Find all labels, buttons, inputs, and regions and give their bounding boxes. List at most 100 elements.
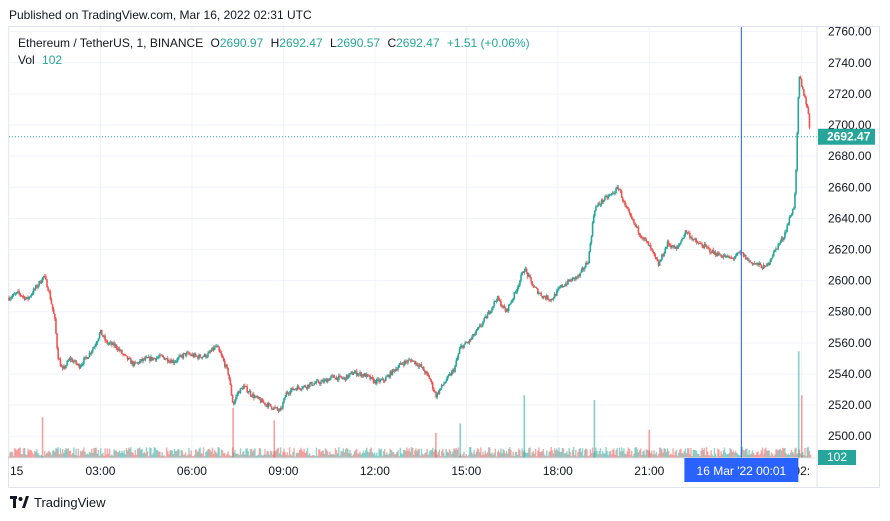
volume-bar [680,448,682,458]
volume-bar [809,454,812,458]
candle-body [433,388,435,392]
volume-bar [236,453,238,458]
volume-bar [411,447,414,458]
price-tick-label: 2560.00 [828,336,872,350]
volume-bar [278,453,281,458]
candle-body [601,199,604,202]
volume-bar [574,455,576,458]
tradingview-footer[interactable]: TradingView [10,495,106,510]
candle-body [304,385,307,388]
volume-bar [787,453,789,458]
candle-body [443,383,445,386]
volume-bar [221,450,224,458]
volume-bar [636,449,639,458]
volume-bar [581,448,584,458]
volume-bar [752,452,755,458]
candle-body [114,344,117,347]
candle-body [706,247,709,248]
volume-bar [78,455,81,458]
volume-bar [632,456,634,458]
candle-body [272,408,274,410]
candle-body [286,392,289,394]
volume-bar [748,450,750,458]
volume-bar [360,454,362,458]
candle-body [516,287,519,292]
candle-body [136,362,139,364]
volume-bar [386,452,388,458]
candle-body [365,374,368,378]
candle-body [396,369,398,370]
volume-bar [65,447,67,458]
volume-bar [733,452,736,458]
candle-body [772,251,775,257]
candle-body [193,353,196,357]
candle-body [305,387,308,389]
candle-body [354,370,357,373]
volume-bar [588,455,590,458]
candle-body [635,224,637,228]
candle-body [427,373,430,376]
volume-bar [369,449,371,458]
volume-bar [548,452,550,458]
candle-body [542,295,545,298]
candle-body [656,259,659,262]
candle-body [137,362,140,364]
volume-bar [470,447,472,458]
candle-body [511,300,513,303]
volume-bar [202,447,205,458]
volume-bar [658,447,661,458]
candle-body [48,290,51,292]
volume-bar [793,453,795,458]
volume-bar [330,454,332,458]
candle-body [756,262,758,264]
candle-body [334,377,337,380]
volume-bar [761,447,764,458]
volume-bar [186,456,188,458]
candle-body [42,276,45,278]
candle-body [335,377,338,380]
volume-bar [533,453,536,458]
volume-bar [679,449,681,458]
candle-body [391,369,394,376]
candle-body [585,262,587,268]
volume-bar [780,450,783,458]
volume-bar [397,450,399,458]
candle-body [712,249,715,254]
candle-body [599,204,602,206]
volume-bar [624,453,626,458]
volume-bar [703,447,706,458]
volume-bar [343,452,346,458]
volume-bar [434,449,436,458]
candle-body [694,238,697,241]
candle-body [524,268,527,271]
candle-body [671,247,673,248]
volume-bar [622,451,624,458]
volume-bar [18,448,20,458]
volume-bar [742,449,745,458]
candle-body [84,356,86,359]
volume-bar [312,455,314,458]
candle-body [750,262,753,263]
volume-bar [601,451,604,458]
volume-bar [457,447,460,458]
volume-bar [691,455,693,458]
candle-body [229,379,232,386]
volume-bar [66,449,68,458]
volume-bar [496,451,499,458]
candle-body [152,357,155,360]
candle-body [71,359,74,363]
candle-body [541,295,544,298]
candle-body [437,392,440,394]
candle-body [256,395,258,398]
volume-bar [781,447,784,458]
volume-bar [808,450,811,458]
candle-body [776,248,778,250]
volume-bar [31,452,34,458]
volume-bar [103,455,105,458]
candle-body [98,333,101,339]
candle-body [604,196,606,201]
volume-bar [598,451,600,458]
volume-spike [800,395,803,458]
price-tick-label: 2620.00 [828,243,872,257]
